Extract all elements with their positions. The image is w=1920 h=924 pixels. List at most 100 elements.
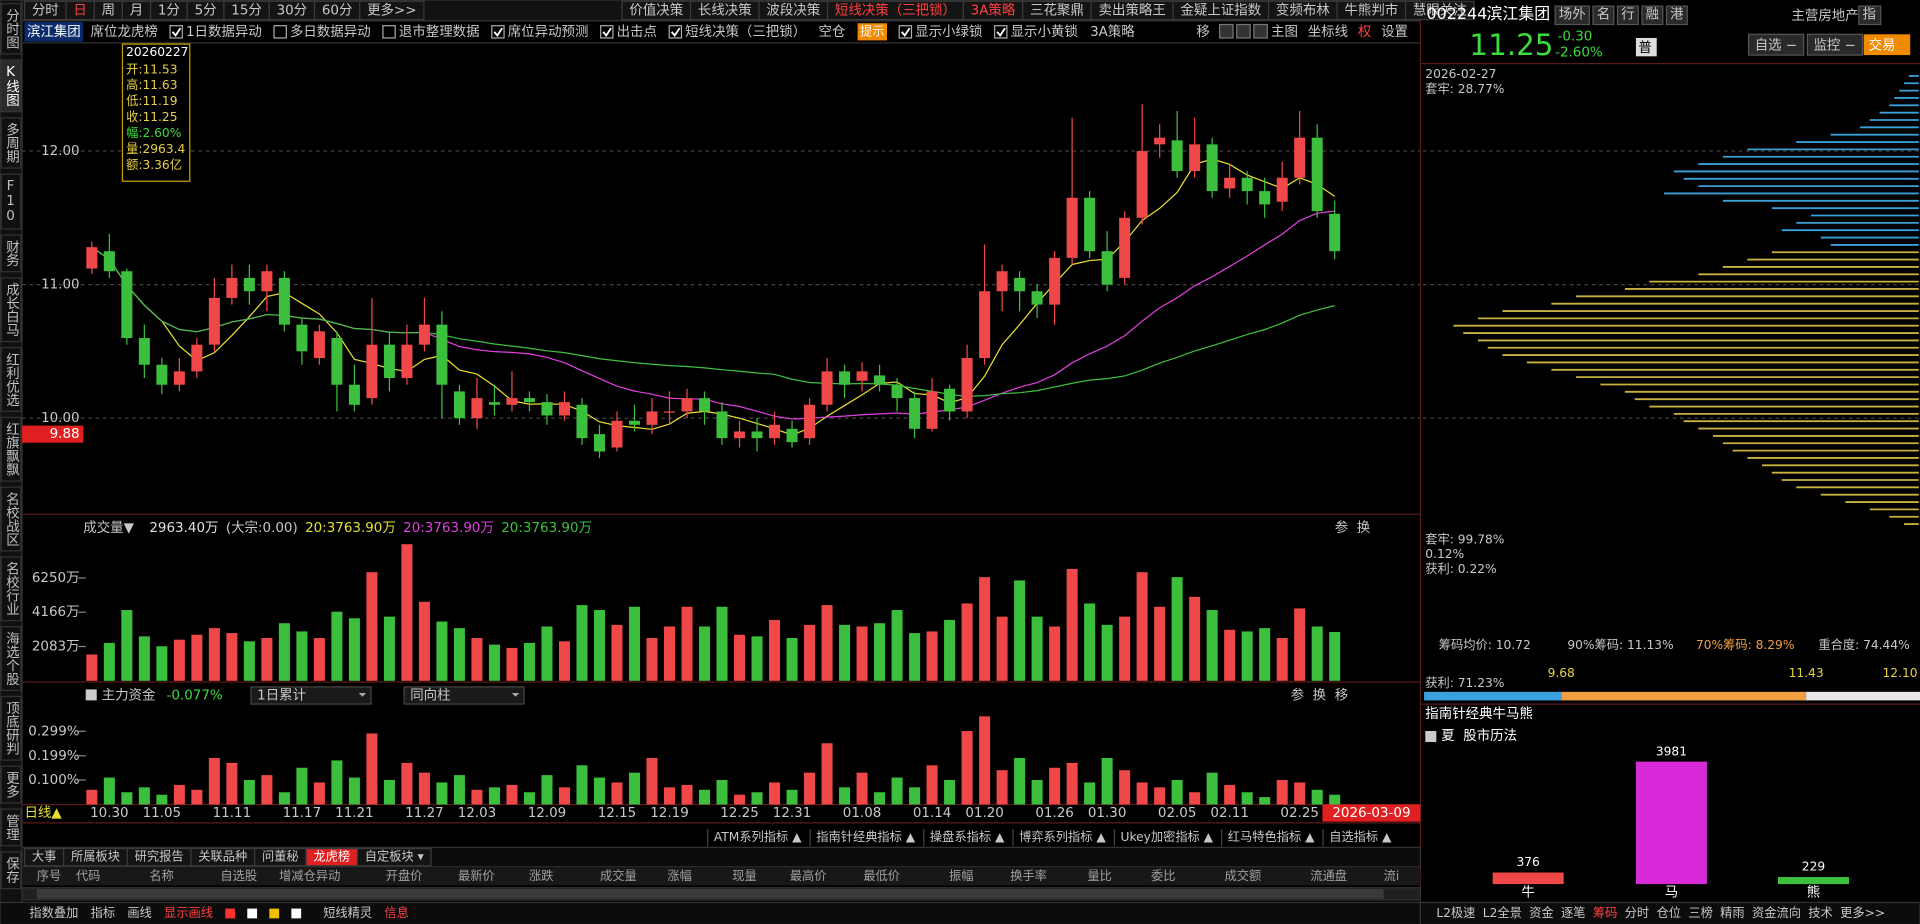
strategy-tab[interactable]: 卖出策略王 [1099,1,1166,18]
side-tab[interactable]: 红利优选 [3,352,20,407]
option-label[interactable]: 空仓 [818,24,845,40]
period-tab[interactable]: 60分 [322,2,353,18]
option-right[interactable]: 设置 [1381,24,1408,40]
status-item[interactable]: 显示画线 [164,906,213,920]
indicator-tab[interactable]: 自选指标 ▲ [1329,829,1392,844]
period-tab[interactable]: 30分 [277,2,308,18]
side-tab[interactable]: F10 [3,179,18,224]
trade-btn-label[interactable]: 交易 [1869,36,1896,53]
index-btn[interactable]: 指 [1862,7,1875,23]
indicator-tab[interactable]: 操盘系指标 ▲ [930,829,1005,844]
strategy-tab[interactable]: 价值决策 [629,1,683,18]
bottom-tab[interactable]: 龙虎榜 [313,849,350,864]
side-tab[interactable]: 财务 [3,240,20,267]
strategy-tab[interactable]: 长线决策 [698,1,752,18]
stock-tag[interactable]: 场外 [1559,7,1586,23]
side-tab[interactable]: 分时图 [3,8,20,49]
checkbox[interactable] [382,25,396,39]
option-right[interactable]: 主图 [1271,24,1298,40]
period-tab[interactable]: 更多>> [367,1,416,18]
right-tab[interactable]: 精雨 [1720,906,1744,920]
stock-tag[interactable]: 行 [1621,7,1634,23]
right-tab[interactable]: 仓位 [1657,905,1681,920]
option-label[interactable]: 1日数据异动 [186,24,262,40]
right-tab[interactable]: 分时 [1625,906,1649,920]
right-tab[interactable]: 三榜 [1688,905,1712,920]
side-tab[interactable]: 管理 [3,814,20,841]
right-tab[interactable]: 筹码 [1593,906,1617,920]
panel-icon[interactable]: 换 [1357,520,1371,536]
bottom-tab[interactable]: 所属板块 [71,850,120,864]
option-right[interactable]: 权 [1358,23,1372,40]
option-label[interactable]: 退市整理数据 [399,23,480,40]
action-btn[interactable] [1806,33,1864,56]
side-tab[interactable]: 海选个股 [3,631,20,686]
stock-tag[interactable]: 融 [1646,7,1659,23]
right-tab[interactable]: 更多>> [1840,906,1885,920]
strategy-tab[interactable]: 三花聚鼎 [1030,2,1084,18]
strategy-tab[interactable]: 变频布林 [1276,2,1330,18]
panel-icon[interactable]: 移 [1335,688,1348,704]
strategy-tab[interactable]: 牛熊判市 [1344,1,1398,18]
strategy-tab[interactable]: 慧眼关注 [1413,2,1467,18]
strategy-tab[interactable]: 短线决策（三把锁） [835,1,956,18]
option-label[interactable]: 席位异动预测 [508,24,589,40]
side-tab[interactable]: 多周期 [3,122,20,165]
indicator-tab[interactable]: 博弈系列指标 ▲ [1019,829,1106,844]
side-tab[interactable]: 更多 [3,771,20,798]
checkbox[interactable] [273,25,287,39]
bottom-tab[interactable]: 研究报告 [135,849,184,864]
indicator-tab[interactable]: ATM系列指标 ▲ [714,829,802,844]
action-btn-label[interactable]: 监控 − [1813,37,1855,53]
panel-icon[interactable]: 换 [1313,688,1327,704]
action-btn[interactable] [1747,33,1805,56]
status-item[interactable]: 指数叠加 [29,905,78,920]
dropdown[interactable] [250,686,372,705]
option-label[interactable]: 多日数据异动 [290,23,371,40]
strategy-tab[interactable]: 金疑上证指数 [1181,2,1262,18]
bottom-tab[interactable]: 自定板块 ▾ [365,849,425,864]
option-right[interactable]: 移 [1196,24,1209,40]
period-tab[interactable]: 5分 [195,2,217,18]
bottom-tab[interactable]: 问董秘 [262,850,299,864]
side-tab[interactable]: 成长白马 [3,283,20,337]
panel-icon[interactable]: 参 [1291,687,1304,704]
indicator-tab[interactable]: 红马特色指标 ▲ [1228,829,1315,844]
right-tab[interactable]: L2极速 [1436,906,1475,920]
right-tab[interactable]: 资金 [1529,905,1553,920]
bottom-tab[interactable]: 大事 [32,850,56,864]
option-label[interactable]: 短线决策（三把锁） [685,23,806,40]
status-item[interactable]: 指标 [91,905,115,920]
stock-tag[interactable]: 名 [1597,7,1610,23]
stock-tag[interactable]: 港 [1670,7,1684,23]
period-tab[interactable]: 月 [130,3,143,18]
right-tab[interactable]: 逐笔 [1561,905,1585,920]
period-tab[interactable]: 分时 [32,2,59,18]
option-label[interactable]: 出击点 [617,24,657,40]
strategy-tab[interactable]: 3A策略 [971,1,1016,18]
option-label[interactable]: 显示小绿锁 [915,24,982,40]
period-tab[interactable]: 1分 [158,2,180,18]
right-tab[interactable]: 资金流向 [1752,905,1801,920]
bottom-tab[interactable]: 关联品种 [198,850,247,864]
trade-btn[interactable] [1863,34,1911,56]
indicator-tab[interactable]: Ukey加密指标 ▲ [1120,829,1213,844]
status-item[interactable]: 信息 [384,905,408,920]
option-label[interactable]: 席位龙虎榜 [91,23,158,40]
indicator-tab[interactable]: 指南针经典指标 ▲ [816,829,916,844]
right-tab[interactable]: L2全景 [1483,905,1522,920]
side-tab[interactable]: 红旗飘飘 [3,422,20,477]
side-tab[interactable]: 名校战区 [3,492,20,546]
action-btn-label[interactable]: 自选 − [1755,37,1797,53]
dropdown[interactable] [403,686,525,705]
strategy-tab[interactable]: 波段决策 [766,1,820,18]
side-tab[interactable]: 名校行业 [3,562,20,616]
dropdown-label[interactable]: 1日累计 [257,688,306,704]
dropdown-label[interactable]: 同向柱 [410,688,450,704]
period-tab[interactable]: 15分 [231,2,262,18]
side-tab[interactable]: 保存 [3,857,20,884]
option-right[interactable]: 坐标线 [1308,24,1348,40]
period-tab[interactable]: 周 [102,3,115,18]
side-tab[interactable]: 顶底研判 [3,701,20,756]
side-tab[interactable]: K线图 [3,65,20,107]
